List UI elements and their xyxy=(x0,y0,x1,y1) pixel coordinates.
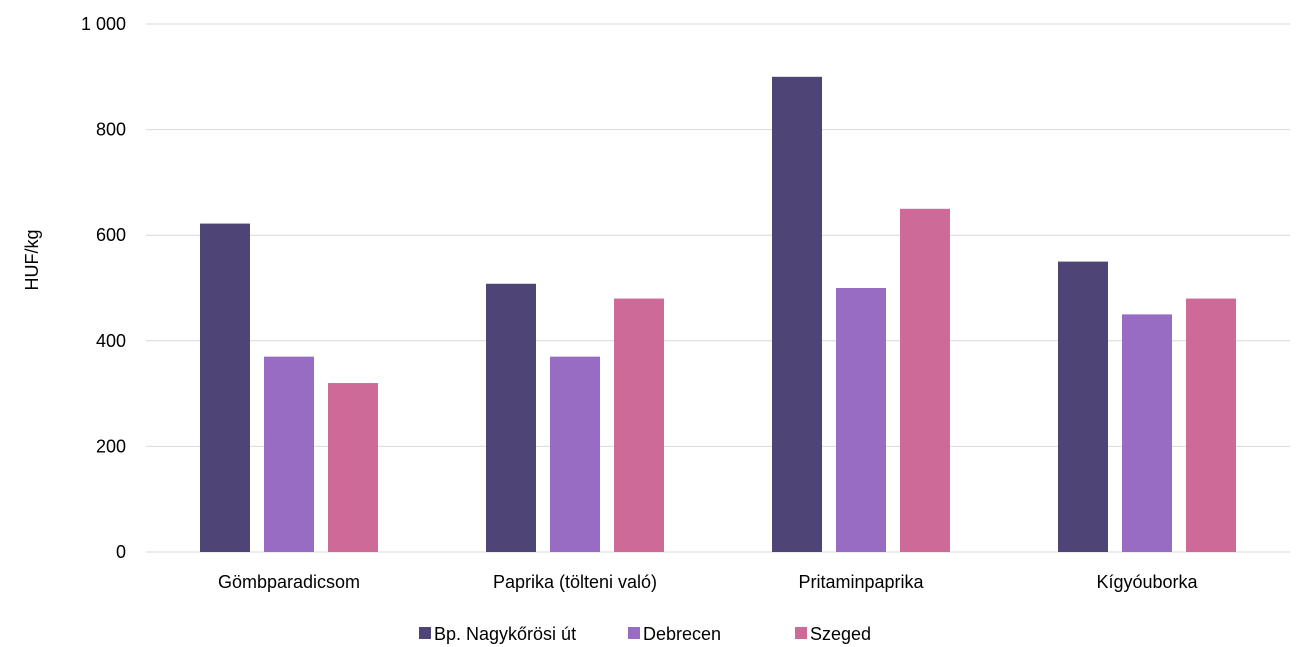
bar xyxy=(550,356,600,552)
legend-swatch xyxy=(628,627,640,639)
y-tick-label: 0 xyxy=(116,542,126,562)
bar xyxy=(900,208,950,553)
bar xyxy=(836,288,886,552)
x-category-label: Pritaminpaprika xyxy=(798,572,924,592)
legend: Bp. Nagykőrösi út Debrecen Szeged xyxy=(419,624,871,644)
legend-swatch xyxy=(795,627,807,639)
bar xyxy=(614,298,664,552)
x-axis-categories: Gömbparadicsom Paprika (tölteni való) Prit… xyxy=(218,572,1199,592)
legend-label: Bp. Nagykőrösi út xyxy=(434,624,576,644)
y-tick-label: 800 xyxy=(96,120,126,140)
y-tick-label: 200 xyxy=(96,436,126,456)
y-tick-label: 400 xyxy=(96,331,126,351)
bar xyxy=(1122,314,1172,552)
bar xyxy=(1186,298,1236,552)
bar xyxy=(328,383,378,552)
bar xyxy=(264,356,314,552)
gridlines xyxy=(146,23,1290,553)
bar xyxy=(1058,261,1108,552)
bars xyxy=(200,76,1236,553)
bar xyxy=(486,283,536,552)
legend-label: Debrecen xyxy=(643,624,721,644)
y-tick-label: 600 xyxy=(96,225,126,245)
y-axis-ticks: 0 200 400 600 800 1 000 xyxy=(81,14,126,562)
x-category-label: Kígyóuborka xyxy=(1096,572,1198,592)
legend-swatch xyxy=(419,627,431,639)
legend-label: Szeged xyxy=(810,624,871,644)
y-tick-label: 1 000 xyxy=(81,14,126,34)
bar xyxy=(772,76,822,553)
y-axis-title: HUF/kg xyxy=(22,229,42,290)
x-category-label: Gömbparadicsom xyxy=(218,572,360,592)
x-category-label: Paprika (tölteni való) xyxy=(493,572,657,592)
bar xyxy=(200,223,250,553)
